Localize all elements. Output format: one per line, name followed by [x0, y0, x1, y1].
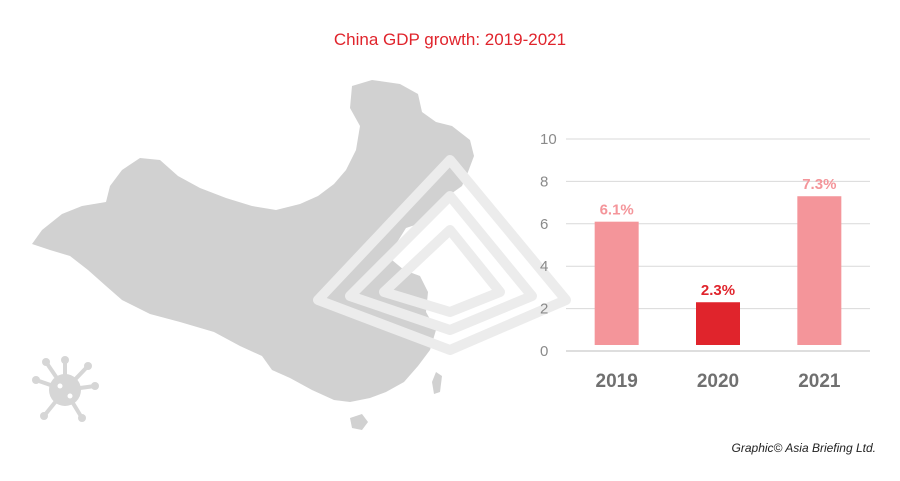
data-label-2021: 7.3%	[802, 176, 836, 193]
data-label-2019: 6.1%	[600, 202, 634, 219]
virus-icon	[32, 356, 99, 422]
credit-text: Graphic© Asia Briefing Ltd.	[731, 441, 876, 455]
x-tick-label-2021: 2021	[798, 371, 841, 392]
hainan-island	[350, 414, 368, 430]
y-tick-label: 0	[540, 343, 548, 360]
watermark-logo	[313, 155, 571, 355]
bar-2019	[594, 221, 639, 345]
bars	[594, 196, 842, 345]
china-map	[32, 80, 474, 430]
bar-2021	[797, 196, 842, 345]
chart-title: China GDP growth: 2019-2021	[333, 30, 567, 49]
bar-2020	[696, 302, 740, 345]
y-tick-label: 8	[540, 173, 548, 190]
y-tick-label: 6	[540, 216, 548, 233]
y-tick-label: 10	[540, 131, 557, 148]
y-tick-label: 2	[540, 301, 548, 318]
y-axis-ticks: 0 2 4 6 8 10	[540, 131, 557, 360]
x-tick-label-2019: 2019	[596, 371, 638, 392]
data-label-2020: 2.3%	[701, 282, 735, 299]
taiwan-island	[432, 372, 442, 394]
x-axis-ticks: 2019 2020 2021	[596, 371, 841, 392]
x-tick-label-2020: 2020	[697, 371, 739, 392]
data-labels: 6.1% 2.3% 7.3%	[600, 176, 837, 299]
y-tick-label: 4	[540, 258, 548, 275]
